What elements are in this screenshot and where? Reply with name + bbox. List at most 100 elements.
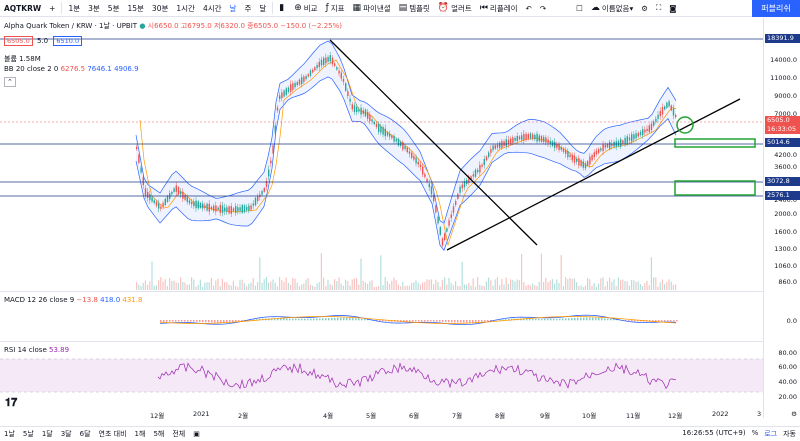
price-axis[interactable]: 14000.0 11000.0 9000.0 7000.0 4200.0 360… (763, 18, 800, 418)
macd-histogram-bar (400, 320, 402, 322)
range-1m[interactable]: 1달 (41, 430, 53, 438)
support-box (674, 180, 756, 196)
tradingview-logo[interactable]: 𝟏𝟕 (5, 396, 18, 409)
goto-date-button[interactable]: ▣ (189, 430, 204, 438)
chart-type-button[interactable]: ▮ (275, 0, 290, 17)
candle-body (248, 205, 250, 211)
candle-body (268, 169, 270, 177)
macd-histogram-bar (664, 320, 666, 322)
interval-4h[interactable]: 4시간 (202, 3, 222, 13)
macd-histogram-bar (184, 320, 186, 322)
volume-bar (393, 277, 395, 290)
ask-price[interactable]: 6510.0 (53, 36, 83, 46)
auto-toggle[interactable]: 자동 (783, 430, 796, 438)
market-status-dot: ● (139, 22, 146, 30)
fullscreen-button[interactable]: ⛶ (652, 0, 665, 17)
macd-histogram-bar (433, 320, 435, 322)
range-3m[interactable]: 3달 (60, 430, 72, 438)
percent-toggle[interactable]: % (751, 429, 759, 437)
interval-3m[interactable]: 3분 (88, 3, 100, 13)
layout-name-button[interactable]: ☁ 이름없음 ▾ (587, 0, 637, 17)
interval-week[interactable]: 주 (244, 3, 252, 13)
macd-histogram-bar (409, 320, 411, 322)
indicators-button[interactable]: ƒ 지표 (322, 0, 349, 17)
compare-button[interactable]: ⊕ 비교 (290, 0, 321, 17)
candle-body (573, 155, 576, 163)
candle-body (164, 198, 166, 205)
templates-button[interactable]: ▤ 템플릿 (395, 0, 434, 17)
volume-bar (413, 282, 415, 290)
axis-settings-button[interactable]: ⚙ (791, 410, 797, 418)
candle-body (138, 155, 140, 163)
level-tag-mid: 5014.6 (765, 138, 800, 147)
legend-collapse-button[interactable]: ⌃ (4, 77, 16, 87)
range-all[interactable]: 전체 (172, 430, 186, 438)
macd-histogram-bar (502, 319, 504, 321)
pane-divider[interactable] (0, 341, 800, 342)
financials-button[interactable]: ▦ 파이낸셜 (349, 0, 395, 17)
pane-divider[interactable] (0, 291, 800, 292)
alert-button[interactable]: ⏰ 얼러트 (434, 0, 476, 17)
range-5y[interactable]: 5해 (153, 430, 165, 438)
replay-button[interactable]: ⏮ 리플레이 (476, 0, 522, 17)
range-1d[interactable]: 1날 (4, 430, 15, 438)
volume-bar (358, 284, 360, 290)
redo-button[interactable]: ↷ (536, 0, 550, 17)
macd-histogram-bar (205, 320, 207, 323)
candle-body (305, 76, 307, 80)
volume-bar (386, 281, 388, 290)
volume-bar (285, 277, 287, 290)
candle-body (547, 139, 549, 144)
volume-bar (490, 280, 492, 290)
candle-body (307, 74, 309, 77)
candle-body (584, 163, 587, 169)
volume-bar (571, 279, 573, 290)
interval-15m[interactable]: 15분 (127, 3, 144, 13)
time-axis[interactable]: 12월 2021 2월 4월 5월 6월 7월 8월 9월 10월 11월 12… (0, 410, 763, 422)
volume-bar (270, 281, 272, 290)
level-tag-upper: 18391.9 (765, 34, 800, 43)
macd-histogram-bar (463, 320, 465, 323)
volume-bar (226, 282, 228, 290)
macd-histogram-bar (421, 320, 423, 322)
drawings[interactable] (329, 39, 756, 251)
range-1y[interactable]: 1해 (134, 430, 146, 438)
volume-bar (567, 279, 569, 290)
interval-day[interactable]: 날 (229, 3, 237, 13)
candle-body (213, 205, 215, 211)
volume-bar (149, 281, 151, 290)
candle-body (479, 165, 481, 173)
publish-button[interactable]: 퍼블리쉬 (752, 0, 800, 17)
macd-legend: MACD 12 26 close 9 −13.8 418.0 431.8 (4, 296, 142, 304)
add-symbol-button[interactable]: + (49, 3, 56, 13)
volume-bar (452, 285, 454, 290)
symbol-search-button[interactable]: AQTKRW (0, 0, 45, 17)
volume-bar (437, 282, 439, 290)
undo-button[interactable]: ↶ (522, 0, 536, 17)
candle-body (644, 129, 646, 133)
range-ytd[interactable]: 연초 대비 (98, 430, 127, 438)
interval-1h[interactable]: 1시간 (176, 3, 195, 13)
volume-bar (551, 279, 553, 290)
volume-bar (426, 279, 428, 290)
interval-5m[interactable]: 5분 (107, 3, 120, 13)
range-5d[interactable]: 5날 (22, 430, 34, 438)
interval-1m[interactable]: 1분 (68, 3, 81, 13)
interval-30m[interactable]: 30분 (151, 3, 169, 13)
screenshot-button[interactable]: ◙ (665, 0, 680, 17)
settings-button[interactable]: ⚙ (637, 0, 652, 17)
clock-timezone[interactable]: 16:26:55 (UTC+9) (682, 429, 746, 437)
main-chart[interactable] (0, 18, 763, 418)
range-6m[interactable]: 6달 (79, 430, 91, 438)
candle-body (217, 207, 219, 210)
layout-toggle[interactable]: ☐ (572, 0, 587, 17)
volume-bar (378, 286, 380, 290)
bid-price[interactable]: 6505.0 (4, 36, 33, 46)
macd-histogram-bar (232, 320, 234, 322)
interval-month[interactable]: 달 (259, 3, 267, 13)
volume-bar (488, 277, 490, 290)
macd-histogram-bar (331, 317, 333, 321)
log-toggle[interactable]: 로그 (764, 430, 778, 438)
volume-bar (169, 278, 171, 290)
macd-histogram-bar (583, 317, 585, 321)
